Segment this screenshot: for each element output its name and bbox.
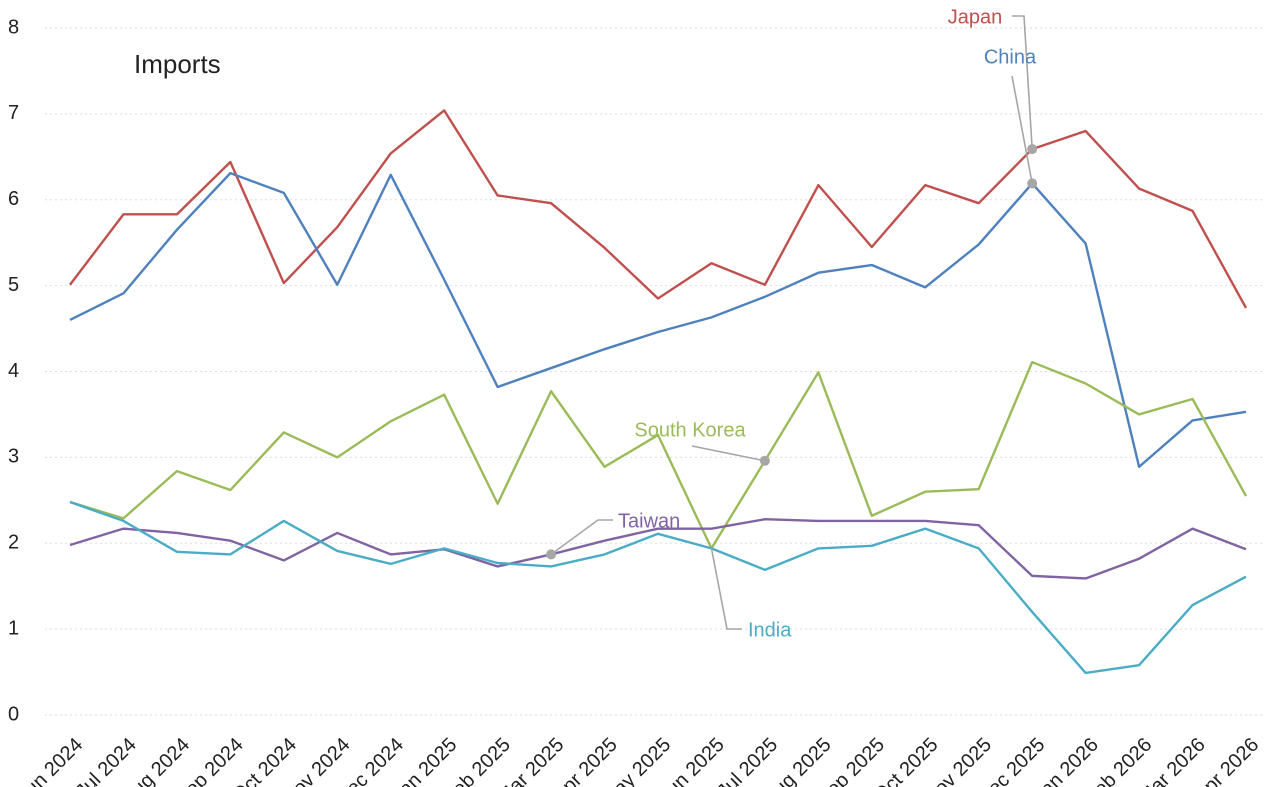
y-tick-label: 1 [8,617,19,639]
y-tick-label: 6 [8,188,19,210]
series-line [69,171,1247,469]
x-tick-label: Jul 2025 [713,734,782,787]
x-tick-label: Jul 2024 [72,734,141,787]
chart-title: Imports [134,49,221,79]
y-tick-label: 3 [8,446,19,468]
series-label: Japan [948,6,1003,28]
leader-dot [546,549,557,560]
y-tick-label: 0 [8,703,19,725]
series-label: China [984,46,1037,68]
leader-dot [759,455,770,466]
leader-line [710,548,742,630]
series-label: Taiwan [618,510,680,532]
leader-dot [1027,178,1038,189]
series-line [69,109,1248,309]
leader-dot [1027,144,1038,155]
series-line [69,518,1247,580]
leader-line [691,445,766,462]
y-tick-label: 7 [8,102,19,124]
series-line [69,360,1248,550]
series-label: India [748,619,792,641]
leader-line [1011,75,1033,184]
y-tick-label: 5 [8,274,19,296]
series-line [69,500,1247,675]
y-tick-label: 4 [8,360,19,382]
x-tick-label: Jun 2024 [14,734,88,787]
leader-line [550,519,613,556]
series-label: South Korea [634,419,746,441]
leader-line [1012,15,1033,150]
y-tick-label: 2 [8,532,19,554]
y-tick-label: 8 [8,16,19,38]
